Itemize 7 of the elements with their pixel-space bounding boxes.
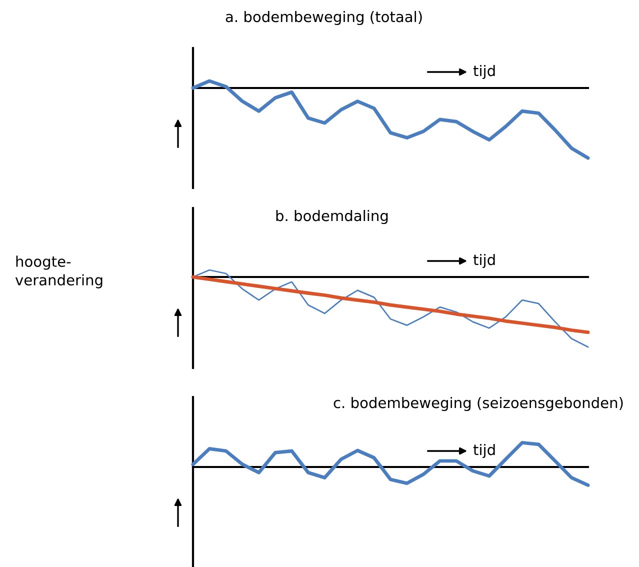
chart-title: c. bodembeweging (seizoensgebonden)	[334, 396, 623, 412]
y-axis-title: hoogte- verandering	[15, 256, 102, 288]
x-axis-title: tijd	[473, 444, 495, 458]
chart-title: a. bodembeweging (totaal)	[226, 10, 422, 26]
x-axis-title: tijd	[473, 254, 495, 268]
x-axis-title: tijd	[473, 64, 495, 80]
chart-title: b. bodemdaling	[276, 210, 388, 224]
